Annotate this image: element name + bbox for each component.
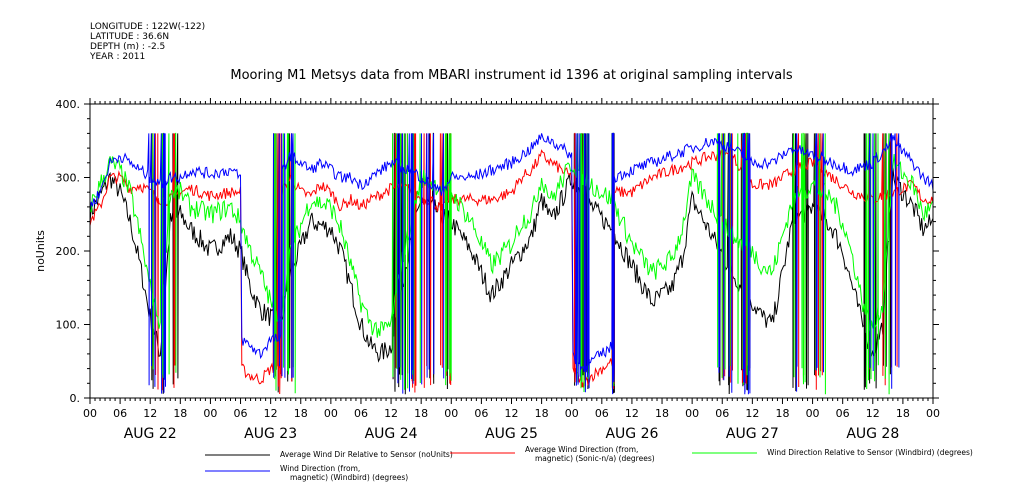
x-tick-label: 00 <box>444 407 458 420</box>
x-day-label: AUG 25 <box>485 426 538 442</box>
x-tick-label: 06 <box>234 407 248 420</box>
x-tick-label: 06 <box>474 407 488 420</box>
x-tick-label: 06 <box>836 407 850 420</box>
x-tick-label: 00 <box>685 407 699 420</box>
x-tick-label: 00 <box>926 407 940 420</box>
x-tick-label: 18 <box>535 407 549 420</box>
x-tick-label: 12 <box>625 407 639 420</box>
y-tick-label: 100. <box>56 319 81 332</box>
x-tick-label: 00 <box>806 407 820 420</box>
x-tick-label: 06 <box>715 407 729 420</box>
x-tick-label: 18 <box>655 407 669 420</box>
y-tick-label: 0. <box>70 392 81 405</box>
x-tick-label: 06 <box>595 407 609 420</box>
x-tick-label: 12 <box>384 407 398 420</box>
series-line-3 <box>89 132 934 395</box>
x-day-label: AUG 27 <box>726 426 779 442</box>
year-text: YEAR : 2011 <box>90 52 146 62</box>
x-tick-label: 06 <box>113 407 127 420</box>
x-tick-label: 12 <box>745 407 759 420</box>
x-tick-label: 18 <box>414 407 428 420</box>
x-tick-label: 06 <box>354 407 368 420</box>
depth-text: DEPTH (m) : -2.5 <box>90 42 166 52</box>
x-tick-label: 12 <box>866 407 880 420</box>
x-day-label: AUG 22 <box>124 426 177 442</box>
axis-layer: 0. 100. 200. 300. 400. 00 06 12 18 00 06 12 18 00 06 12… <box>34 98 940 442</box>
metadata-block: LONGITUDE : 122W(-122) LATITUDE : 36.6N … <box>90 22 205 62</box>
x-tick-label: 12 <box>264 407 278 420</box>
x-tick-label: 12 <box>143 407 157 420</box>
x-tick-label: 00 <box>565 407 579 420</box>
series-line-2 <box>89 132 934 395</box>
x-day-label: AUG 24 <box>365 426 418 442</box>
x-tick-label: 00 <box>324 407 338 420</box>
y-tick-label: 400. <box>56 98 81 111</box>
x-tick-label: 18 <box>775 407 789 420</box>
x-tick-label: 00 <box>83 407 97 420</box>
y-axis-label: noUnits <box>34 230 47 272</box>
x-day-label: AUG 26 <box>605 426 658 442</box>
x-tick-label: 00 <box>203 407 217 420</box>
x-day-label: AUG 23 <box>244 426 297 442</box>
x-tick-label: 12 <box>505 407 519 420</box>
series-layer <box>89 132 934 395</box>
legend-label-3: magnetic) (Windbird) (degrees) <box>290 473 408 482</box>
x-tick-label: 18 <box>294 407 308 420</box>
x-tick-label: 18 <box>173 407 187 420</box>
legend-label-1: magnetic) (Sonic-n/a) (degrees) <box>535 454 655 463</box>
chart-title: Mooring M1 Metsys data from MBARI instru… <box>230 68 793 83</box>
legend-label-2: Wind Direction Relative to Sensor (Windb… <box>767 448 973 457</box>
longitude-text: LONGITUDE : 122W(-122) <box>90 22 206 32</box>
legend-label-0: Average Wind Dir Relative to Sensor (noU… <box>280 450 453 459</box>
legend-label-1: Average Wind Direction (from, <box>525 445 638 454</box>
x-day-label: AUG 28 <box>846 426 899 442</box>
y-tick-label: 200. <box>56 245 81 258</box>
legend-layer: Average Wind Dir Relative to Sensor (noU… <box>205 445 973 482</box>
y-tick-label: 300. <box>56 172 81 185</box>
latitude-text: LATITUDE : 36.6N <box>90 32 170 42</box>
legend-label-3: Wind Direction (from, <box>280 464 360 473</box>
x-tick-label: 18 <box>896 407 910 420</box>
